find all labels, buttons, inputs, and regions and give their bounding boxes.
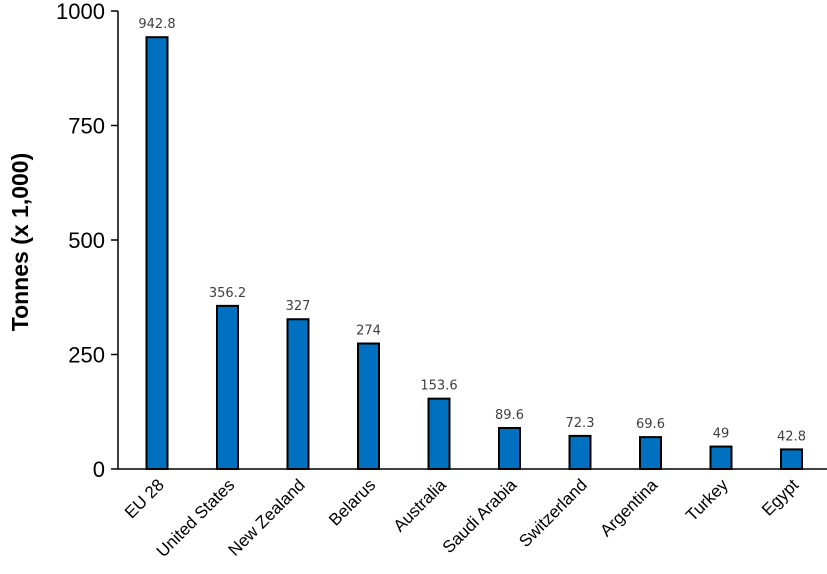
x-tick-label: Argentina [596,475,661,540]
y-axis-ticks: 0 250 500 750 1000 [56,0,118,482]
bar [357,342,380,470]
x-tick-label: Turkey [682,475,732,525]
data-label: 49 [713,427,730,442]
y-tick-label: 0 [93,457,105,482]
bar [145,36,169,470]
bar [216,304,239,471]
data-labels: 942.8 356.2 327 274 153.6 89.6 72.3 69.6 49 42.8 [138,17,806,444]
y-axis-label: Tonnes (x 1,000) [7,153,33,332]
x-tick-label: Australia [390,475,451,536]
bar [286,318,310,471]
data-label: 42.8 [777,429,806,444]
data-label: 153.6 [420,379,457,394]
bar [709,445,733,471]
bar [568,434,592,470]
data-label: 942.8 [138,17,175,32]
bars [145,36,803,471]
x-tick-label: Belarus [325,475,379,529]
data-label: 72.3 [566,416,595,431]
data-label: 356.2 [209,286,246,301]
bar [780,448,803,471]
bar [498,426,521,470]
x-tick-label: Switzerland [515,475,591,551]
data-label: 274 [356,324,381,339]
x-tick-label: Egypt [758,475,802,519]
x-tick-label: EU 28 [121,475,168,522]
y-tick-label: 500 [68,228,105,253]
y-tick-label: 1000 [56,0,105,24]
y-tick-label: 250 [68,343,105,368]
bar [427,397,451,471]
data-label: 69.6 [636,417,665,432]
y-tick-label: 750 [68,114,105,139]
data-label: 327 [286,299,311,314]
x-tick-label: Saudi Arabia [439,475,521,557]
bar [639,436,662,470]
data-label: 89.6 [495,408,524,423]
